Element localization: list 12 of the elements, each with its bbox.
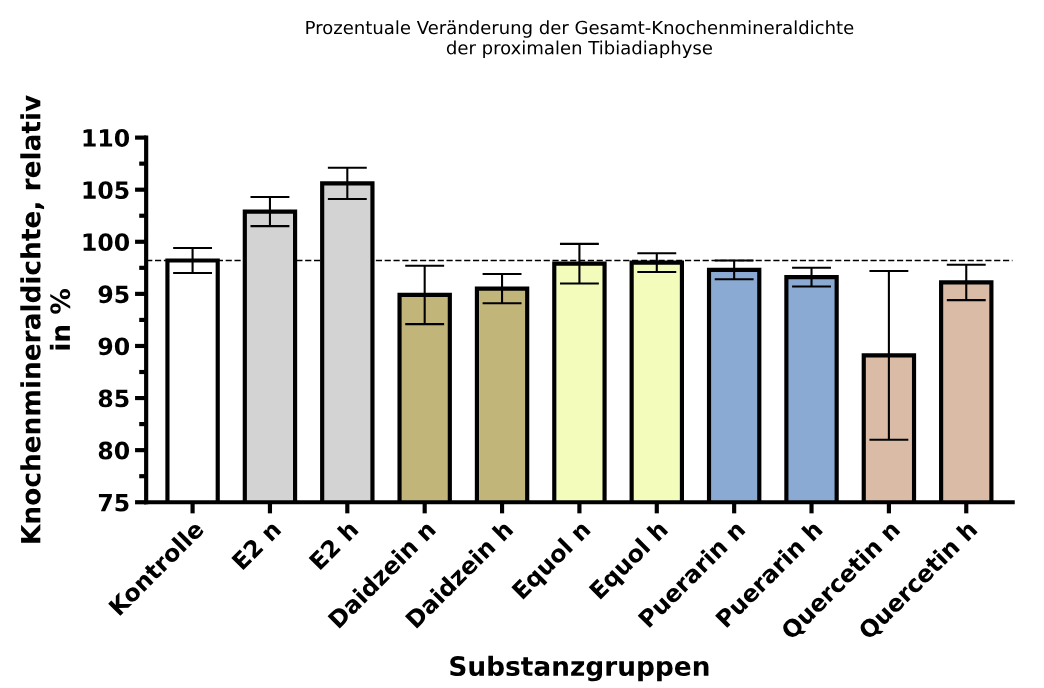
y-axis-title: Knochenmineraldichte, relativ in % xyxy=(20,95,71,543)
y-tick-label: 75 xyxy=(98,494,129,512)
y-tick-label: 85 xyxy=(98,389,129,408)
y-tick-label: 110 xyxy=(83,129,130,147)
y-tick-label: 95 xyxy=(98,285,129,304)
y-tick-label: 105 xyxy=(83,181,129,199)
x-axis-title: Substanzgruppen xyxy=(450,655,709,682)
x-tick-label: E2 n xyxy=(231,519,282,571)
chart-title: Prozentuale Veränderung der Gesamt-Knochenmineraldichte der proximalen Tibiadiaphyse xyxy=(306,20,854,59)
y-tick-label: 90 xyxy=(98,337,130,356)
y-tick-label: 100 xyxy=(83,233,130,252)
y-tick-label: 80 xyxy=(98,441,130,460)
